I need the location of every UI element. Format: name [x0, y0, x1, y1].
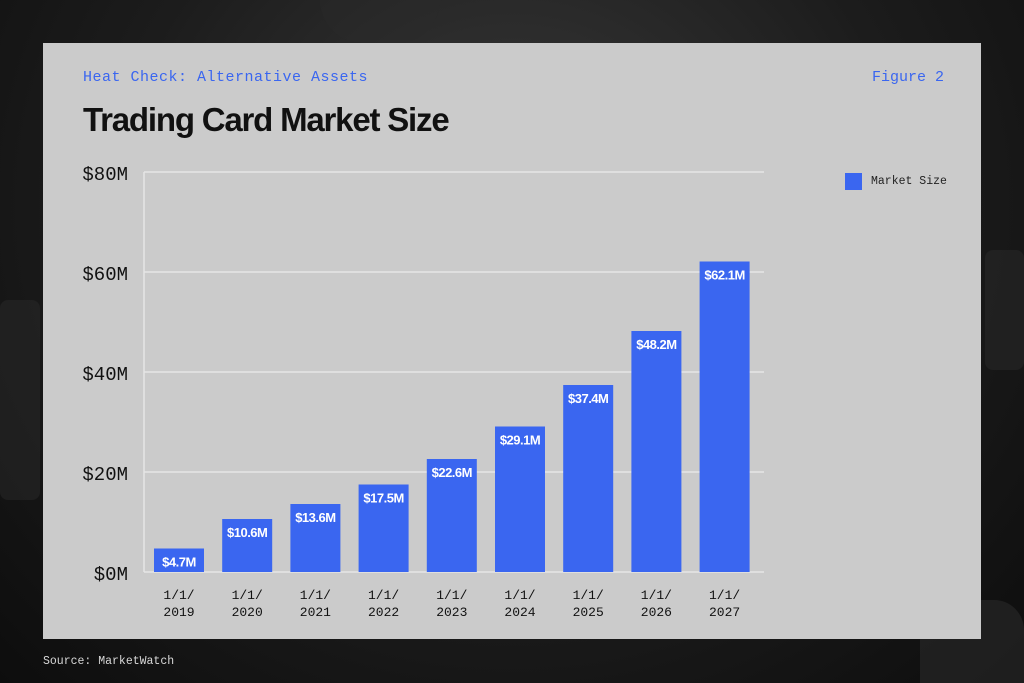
- x-tick-label: 2021: [300, 605, 331, 620]
- x-tick-label: 1/1/: [163, 588, 194, 603]
- bar-value-label: $4.7M: [162, 555, 196, 570]
- x-tick-label: 2026: [641, 605, 672, 620]
- bar: [495, 426, 545, 572]
- bar-value-label: $17.5M: [363, 491, 403, 506]
- bar-value-label: $48.2M: [636, 337, 676, 352]
- y-tick-label: $20M: [82, 464, 128, 486]
- y-tick-label: $80M: [82, 164, 128, 186]
- kicker-label: Heat Check: Alternative Assets: [83, 69, 369, 86]
- x-tick-label: 2025: [573, 605, 604, 620]
- legend-label: Market Size: [871, 174, 947, 188]
- bar-value-label: $37.4M: [568, 391, 608, 406]
- x-tick-label: 1/1/: [436, 588, 467, 603]
- bar: [699, 261, 750, 572]
- x-tick-label: 1/1/: [641, 588, 672, 603]
- bar-value-label: $29.1M: [500, 433, 540, 448]
- bar: [631, 331, 682, 572]
- bar-value-label: $62.1M: [704, 268, 744, 283]
- chart-card: Heat Check: Alternative Assets Figure 2 …: [43, 43, 981, 639]
- bar-value-label: $10.6M: [227, 525, 267, 540]
- source-note: Source: MarketWatch: [43, 655, 175, 668]
- x-tick-label: 1/1/: [232, 588, 263, 603]
- bar-value-label: $22.6M: [432, 465, 472, 480]
- y-tick-label: $60M: [82, 264, 128, 286]
- x-tick-label: 2022: [368, 605, 399, 620]
- x-tick-label: 1/1/: [573, 588, 604, 603]
- x-tick-label: 1/1/: [709, 588, 740, 603]
- x-tick-label: 2019: [163, 605, 194, 620]
- bar: [154, 548, 204, 572]
- bar: [222, 519, 273, 572]
- x-tick-label: 1/1/: [300, 588, 331, 603]
- bar-chart: $0M $20M $40M $60M $80M $4.7M 1/1/2019 $10.6M 1/…: [82, 164, 764, 620]
- bar: [563, 385, 614, 572]
- bar-value-label: $13.6M: [295, 510, 335, 525]
- figure-label: Figure 2: [871, 69, 944, 86]
- x-tick-label: 1/1/: [368, 588, 399, 603]
- bar: [358, 484, 409, 572]
- x-tick-label: 1/1/: [504, 588, 535, 603]
- x-tick-label: 2023: [436, 605, 467, 620]
- x-tick-label: 2020: [232, 605, 263, 620]
- legend-swatch: [845, 172, 862, 190]
- x-tick-label: 2024: [504, 605, 535, 620]
- chart-title: Trading Card Market Size: [83, 101, 450, 138]
- bar: [426, 459, 477, 572]
- legend: Market Size: [845, 172, 947, 190]
- y-tick-label: $40M: [82, 364, 128, 386]
- y-tick-label: $0M: [94, 564, 128, 586]
- x-tick-label: 2027: [709, 605, 740, 620]
- bar: [290, 504, 341, 572]
